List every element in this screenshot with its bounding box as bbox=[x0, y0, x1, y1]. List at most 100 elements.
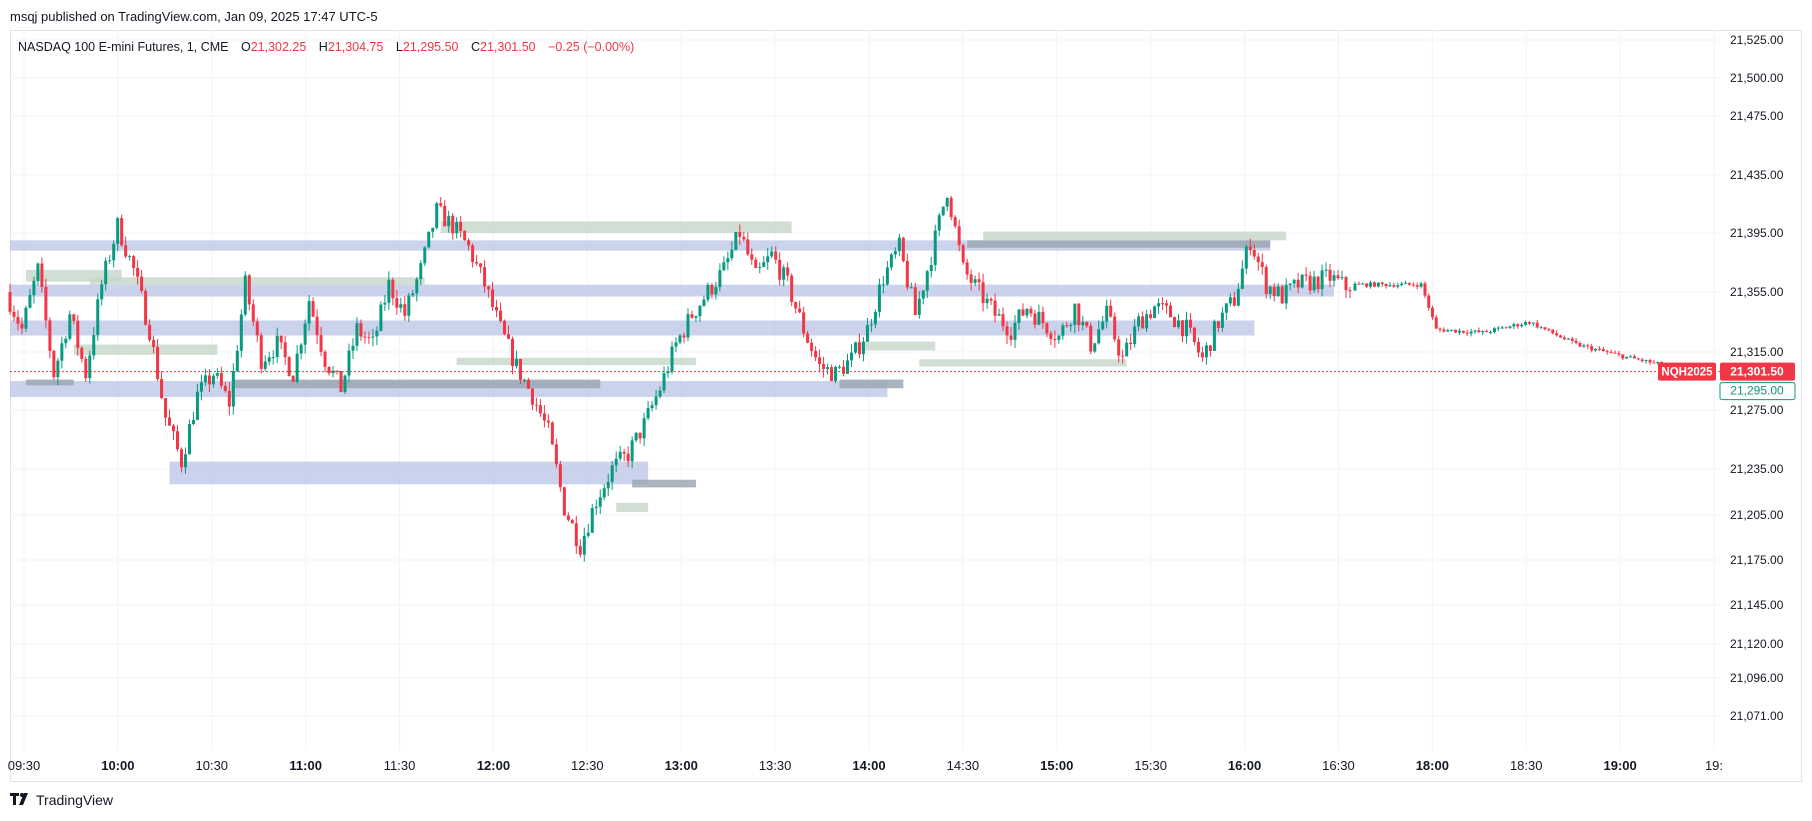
candle-body bbox=[830, 367, 834, 382]
candle-body bbox=[1312, 276, 1316, 291]
candle-body bbox=[1292, 279, 1296, 284]
candle-body bbox=[1308, 275, 1312, 291]
candle-body bbox=[315, 316, 319, 336]
candle-body bbox=[331, 370, 335, 374]
candle-body bbox=[239, 314, 243, 351]
candle-body bbox=[642, 418, 646, 439]
candle-body bbox=[24, 307, 28, 329]
candle-body bbox=[678, 335, 682, 343]
candle-body bbox=[969, 274, 973, 283]
candle-body bbox=[179, 449, 183, 468]
candle-body bbox=[1516, 324, 1520, 327]
candle-body bbox=[522, 379, 526, 381]
x-tick-label: 10:00 bbox=[101, 758, 134, 773]
candle-body bbox=[1404, 282, 1408, 284]
candle-body bbox=[1442, 329, 1446, 332]
candle-body bbox=[738, 232, 742, 237]
candle-body bbox=[96, 299, 100, 336]
candle-body bbox=[1284, 284, 1288, 304]
candle-body bbox=[973, 279, 977, 283]
candle-body bbox=[108, 260, 112, 262]
candle-body bbox=[989, 298, 993, 301]
legend-low-value: 21,295.50 bbox=[402, 40, 459, 54]
zone-green bbox=[440, 221, 792, 233]
candle-body bbox=[869, 324, 873, 326]
zone-green bbox=[89, 277, 425, 285]
candle-body bbox=[913, 287, 917, 315]
legend-close-value: 21,301.50 bbox=[480, 40, 536, 54]
candle-body bbox=[1586, 345, 1590, 347]
candle-body bbox=[610, 465, 614, 482]
candle-body bbox=[838, 366, 842, 368]
candle-body bbox=[542, 413, 546, 421]
candle-body bbox=[335, 370, 339, 372]
x-tick-label: 15:00 bbox=[1040, 758, 1073, 773]
candle-body bbox=[1013, 322, 1017, 340]
y-tick-label: 21,355.00 bbox=[1730, 285, 1784, 299]
last-price-tag-bg bbox=[1720, 362, 1795, 381]
candle-body bbox=[933, 230, 937, 266]
candle-body bbox=[16, 316, 20, 324]
candle-body bbox=[1384, 283, 1388, 287]
candle-body bbox=[207, 375, 211, 385]
zone-dark bbox=[25, 379, 74, 386]
candle-body bbox=[1216, 321, 1220, 328]
candle-body bbox=[1252, 249, 1256, 257]
candle-body bbox=[319, 335, 323, 352]
candle-body bbox=[351, 345, 355, 351]
candle-body bbox=[48, 320, 52, 351]
x-tick-label: 13:00 bbox=[665, 758, 698, 773]
candle-body bbox=[371, 336, 375, 338]
candle-body bbox=[810, 342, 814, 351]
last-price-tag: 21,301.50 bbox=[1730, 365, 1784, 379]
candle-body bbox=[507, 334, 511, 339]
candle-body bbox=[183, 454, 187, 468]
zone-dark bbox=[839, 379, 904, 389]
candle-body bbox=[893, 251, 897, 255]
candle-body bbox=[754, 259, 758, 268]
chart-frame[interactable] bbox=[10, 30, 1802, 782]
candle-body bbox=[1457, 330, 1461, 333]
candle-body bbox=[1640, 359, 1644, 362]
candle-body bbox=[634, 432, 638, 441]
candle-body bbox=[275, 335, 279, 357]
candle-body bbox=[1594, 349, 1598, 351]
candle-body bbox=[1361, 283, 1365, 285]
candle-body bbox=[399, 304, 403, 308]
publish-line: msqj published on TradingView.com, Jan 0… bbox=[10, 9, 378, 24]
price-chart[interactable]: 21,525.00 21,500.00 21,475.00 21,435.00 21,3… bbox=[0, 0, 1812, 790]
candle-body bbox=[782, 267, 786, 280]
candle-body bbox=[1539, 327, 1543, 329]
candle-body bbox=[1348, 290, 1352, 292]
candle-body bbox=[327, 366, 331, 374]
candle-body bbox=[965, 262, 969, 275]
candle-body bbox=[1161, 303, 1165, 305]
candle-body bbox=[706, 284, 710, 300]
candle-body bbox=[993, 300, 997, 316]
candle-body bbox=[1415, 285, 1419, 287]
candle-body bbox=[1632, 356, 1636, 359]
candle-body bbox=[614, 458, 618, 466]
y-tick-label: 21,315.00 bbox=[1730, 345, 1784, 359]
footer-brand[interactable]: TradingView bbox=[10, 792, 113, 808]
candle-body bbox=[1053, 339, 1057, 341]
candle-body bbox=[897, 237, 901, 252]
candle-body bbox=[698, 305, 702, 317]
candle-body bbox=[1512, 324, 1516, 327]
candle-body bbox=[1300, 274, 1304, 288]
x-tick-label: 14:30 bbox=[947, 758, 980, 773]
x-tick-label: 19:00 bbox=[1603, 758, 1636, 773]
y-tick-label: 21,525.00 bbox=[1730, 33, 1784, 47]
candle-body bbox=[431, 227, 435, 232]
y-tick-label: 21,500.00 bbox=[1730, 71, 1784, 85]
candle-body bbox=[1232, 297, 1236, 306]
candle-body bbox=[562, 487, 566, 516]
candle-body bbox=[140, 276, 144, 291]
candle-body bbox=[439, 203, 443, 206]
candle-body bbox=[307, 301, 311, 324]
candle-body bbox=[511, 338, 514, 367]
candle-body bbox=[865, 325, 869, 342]
candle-body bbox=[1527, 322, 1531, 324]
candle-body bbox=[1504, 327, 1508, 329]
candle-body bbox=[526, 379, 530, 389]
